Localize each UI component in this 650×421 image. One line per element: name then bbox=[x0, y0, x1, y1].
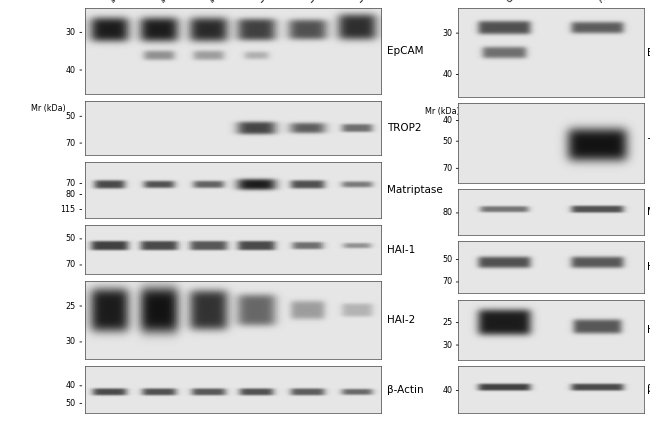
Text: Intestine-2: Intestine-2 bbox=[159, 0, 198, 4]
Text: TROP2: TROP2 bbox=[647, 138, 650, 148]
Text: Matriptase: Matriptase bbox=[387, 185, 443, 195]
Text: Skin-2: Skin-2 bbox=[307, 0, 332, 4]
Text: 70: 70 bbox=[66, 179, 75, 188]
Text: 70: 70 bbox=[66, 139, 75, 148]
Text: 30: 30 bbox=[443, 29, 452, 37]
Text: 30: 30 bbox=[66, 28, 75, 37]
Text: 70: 70 bbox=[443, 164, 452, 173]
Text: HAI-1: HAI-1 bbox=[647, 262, 650, 272]
Text: 70: 70 bbox=[66, 261, 75, 269]
Text: 115: 115 bbox=[60, 205, 75, 214]
Text: 80: 80 bbox=[443, 208, 452, 217]
Text: 50: 50 bbox=[66, 234, 75, 243]
Text: Skin-1: Skin-1 bbox=[257, 0, 283, 4]
Text: EpCAM: EpCAM bbox=[387, 46, 424, 56]
Text: 40: 40 bbox=[443, 70, 452, 79]
Text: HAI-2: HAI-2 bbox=[387, 315, 415, 325]
Text: 50: 50 bbox=[443, 255, 452, 264]
Text: Mr (kDa): Mr (kDa) bbox=[31, 104, 66, 113]
Text: 40: 40 bbox=[443, 116, 452, 125]
Text: Mr (kDa): Mr (kDa) bbox=[425, 107, 460, 116]
Text: EpCAM: EpCAM bbox=[647, 48, 650, 58]
Text: TROP2: TROP2 bbox=[387, 123, 421, 133]
Text: β-Actin: β-Actin bbox=[387, 384, 424, 394]
Text: 50: 50 bbox=[66, 112, 75, 121]
Text: 25: 25 bbox=[443, 318, 452, 327]
Text: 30: 30 bbox=[66, 338, 75, 346]
Text: 40: 40 bbox=[443, 386, 452, 395]
Text: Matriptase: Matriptase bbox=[647, 207, 650, 217]
Text: Intestine-1: Intestine-1 bbox=[109, 0, 148, 4]
Text: 80: 80 bbox=[66, 190, 75, 199]
Text: 25: 25 bbox=[66, 301, 75, 311]
Text: Skin-3: Skin-3 bbox=[356, 0, 382, 4]
Text: 40: 40 bbox=[66, 66, 75, 75]
Text: 70: 70 bbox=[443, 277, 452, 286]
Text: HAI-1: HAI-1 bbox=[387, 245, 415, 255]
Text: 40: 40 bbox=[66, 381, 75, 390]
Text: 30: 30 bbox=[443, 341, 452, 349]
Text: β-Actin: β-Actin bbox=[647, 384, 650, 394]
Text: HAI-2: HAI-2 bbox=[647, 325, 650, 335]
Text: HaCaT: HaCaT bbox=[597, 0, 623, 4]
Text: Intestine-3: Intestine-3 bbox=[208, 0, 247, 4]
Text: 50: 50 bbox=[66, 399, 75, 408]
Text: 50: 50 bbox=[443, 137, 452, 146]
Text: Caco-2: Caco-2 bbox=[504, 0, 532, 4]
